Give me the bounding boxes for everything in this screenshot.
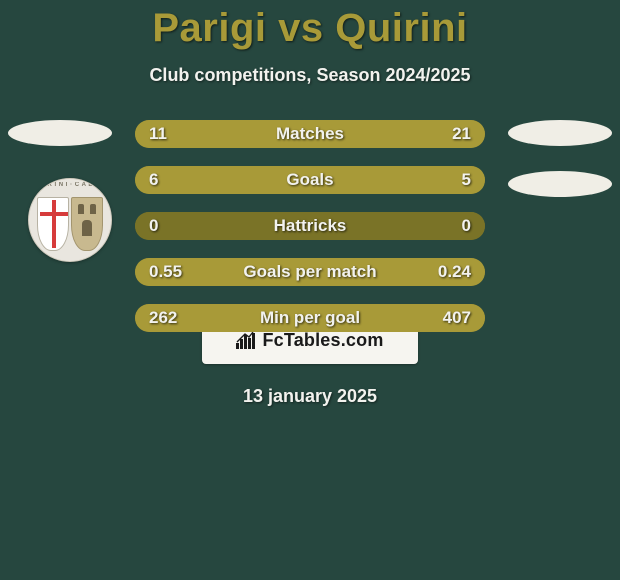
stat-rows: 11 21 Matches 6 5 Goals 0 0 Hattricks 0.55 0.24 Goa… [135, 120, 485, 350]
stat-value-right: 0.24 [438, 262, 471, 282]
stat-label: Hattricks [274, 216, 347, 236]
stat-value-right: 21 [452, 124, 471, 144]
player-right-placeholder [508, 120, 612, 146]
stat-value-right: 407 [443, 308, 471, 328]
stat-value-left: 11 [149, 124, 167, 144]
stat-label: Min per goal [260, 308, 360, 328]
stat-row: 11 21 Matches [135, 120, 485, 148]
crest-arc-text: R I N I · C A L [33, 182, 107, 196]
crest-cross-horizontal [40, 212, 68, 216]
subtitle: Club competitions, Season 2024/2025 [0, 65, 620, 86]
tower-window [78, 204, 84, 214]
stat-value-left: 262 [149, 308, 177, 328]
stat-row: 6 5 Goals [135, 166, 485, 194]
stat-value-right: 0 [462, 216, 471, 236]
stat-label: Goals per match [243, 262, 376, 282]
stat-row: 262 407 Min per goal [135, 304, 485, 332]
tower-window [90, 204, 96, 214]
club-right-placeholder [508, 171, 612, 197]
generation-date: 13 january 2025 [0, 386, 620, 407]
stat-value-left: 0 [149, 216, 158, 236]
crest-shield [37, 197, 69, 251]
stat-value-left: 6 [149, 170, 158, 190]
stat-value-left: 0.55 [149, 262, 182, 282]
tower-door [82, 220, 92, 236]
stat-row: 0 0 Hattricks [135, 212, 485, 240]
crest-cross-vertical [52, 200, 56, 248]
club-left-crest: R I N I · C A L [28, 178, 112, 262]
stat-value-right: 5 [462, 170, 471, 190]
infographic-card: Parigi vs Quirini Club competitions, Sea… [0, 0, 620, 580]
page-title: Parigi vs Quirini [0, 0, 620, 51]
stat-label: Matches [276, 124, 344, 144]
stat-row: 0.55 0.24 Goals per match [135, 258, 485, 286]
stat-label: Goals [286, 170, 333, 190]
player-left-placeholder [8, 120, 112, 146]
crest-tower [71, 197, 103, 251]
